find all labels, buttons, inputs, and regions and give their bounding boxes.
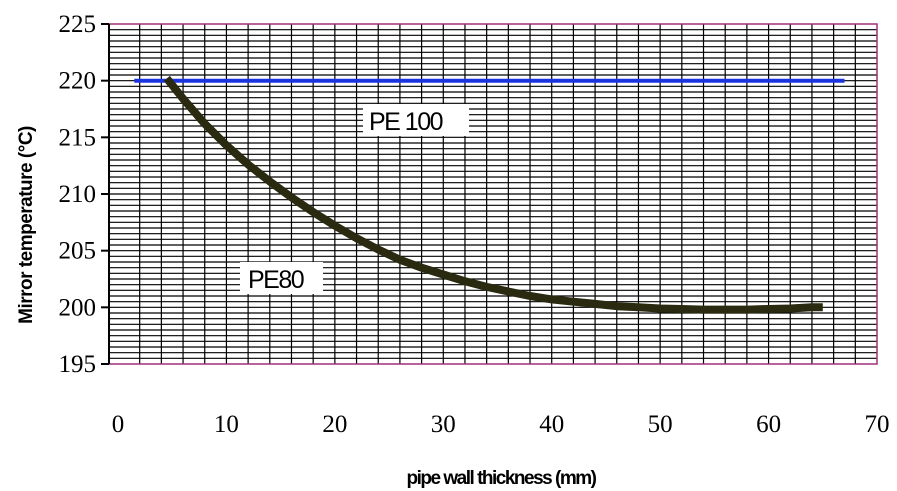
series-label-pe80: PE80 — [248, 266, 304, 294]
series-line-pe80 — [163, 75, 823, 314]
x-tick-label: 70 — [865, 411, 890, 438]
y-axis-title: Mirror temperature (°C) — [16, 126, 37, 324]
x-tick-label: 30 — [431, 411, 456, 438]
series-layer — [134, 75, 845, 314]
x-axis-title: pipe wall thickness (mm) — [407, 468, 597, 489]
y-tick-label: 205 — [59, 238, 97, 265]
y-tick-label: 215 — [59, 124, 97, 151]
x-tick-label: 60 — [756, 411, 781, 438]
y-tick-label: 220 — [59, 68, 97, 95]
x-tick-label: 0 — [112, 411, 125, 438]
y-tick-label: 195 — [59, 351, 97, 378]
grid — [109, 24, 877, 364]
y-tick-label: 200 — [59, 294, 97, 321]
series-label-box-pe80 — [240, 262, 323, 294]
x-axis-ticks: 0 10 20 30 40 50 60 70 — [112, 411, 890, 438]
y-axis-ticks: 195 200 205 210 215 220 225 — [59, 11, 109, 378]
series-labels: PE 100 PE80 — [240, 104, 469, 294]
series-label-pe100: PE 100 — [369, 108, 443, 136]
x-tick-label: 20 — [322, 411, 347, 438]
x-tick-label: 40 — [539, 411, 564, 438]
x-tick-label: 10 — [214, 411, 239, 438]
y-tick-label: 225 — [59, 11, 97, 38]
series-label-box-pe100 — [363, 104, 469, 136]
y-tick-label: 210 — [59, 181, 97, 208]
x-tick-label: 50 — [648, 411, 673, 438]
